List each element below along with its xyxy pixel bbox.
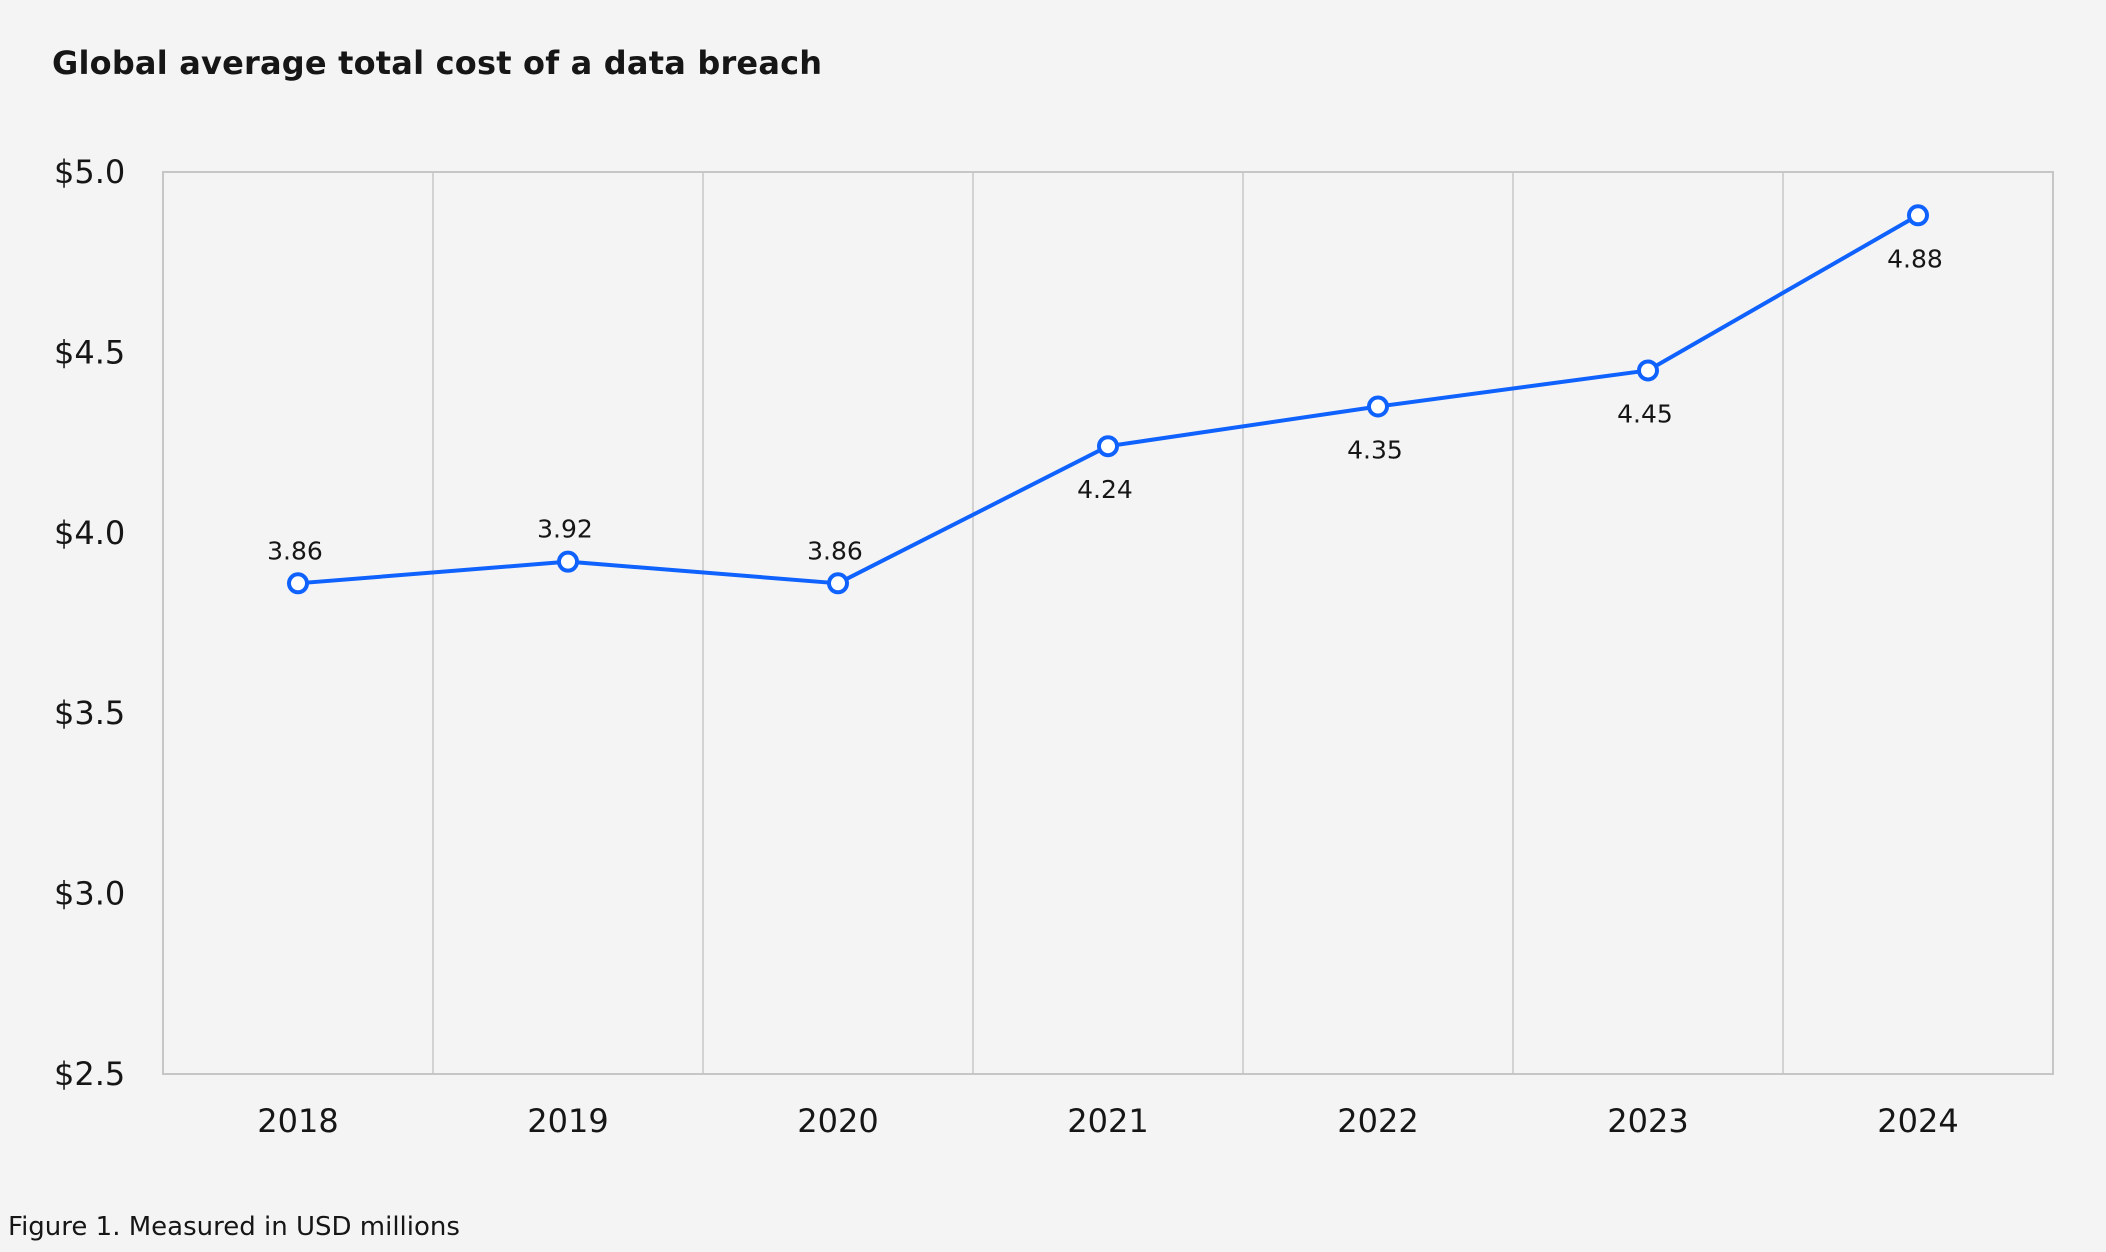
grid-lines xyxy=(432,172,1784,1074)
y-tick-label: $3.5 xyxy=(54,694,125,732)
data-label: 4.88 xyxy=(1887,244,1943,273)
x-tick-label: 2023 xyxy=(1607,1102,1688,1140)
y-tick-label: $2.5 xyxy=(54,1055,125,1093)
plot-frame xyxy=(162,171,2054,1075)
data-point xyxy=(827,572,849,595)
data-point xyxy=(1367,395,1389,418)
x-tick-label: 2019 xyxy=(527,1102,608,1140)
y-tick-label: $3.0 xyxy=(54,875,125,913)
data-label: 4.45 xyxy=(1617,399,1673,428)
x-tick-label: 2021 xyxy=(1067,1102,1148,1140)
x-tick-label: 2022 xyxy=(1337,1102,1418,1140)
data-label: 4.35 xyxy=(1347,436,1403,465)
data-label: 3.86 xyxy=(267,536,323,565)
y-tick-label: $4.5 xyxy=(54,333,125,371)
data-point xyxy=(287,572,309,595)
data-point xyxy=(1907,204,1929,227)
data-label: 4.24 xyxy=(1077,475,1133,504)
series-layer: 3.86 3.92 3.86 4.24 4.35 4.45 4.88 xyxy=(267,204,1943,595)
y-tick-label: $5.0 xyxy=(54,153,125,191)
chart-title: Global average total cost of a data brea… xyxy=(52,44,823,82)
data-label: 3.92 xyxy=(537,515,593,544)
x-tick-label: 2018 xyxy=(257,1102,338,1140)
figure-caption: Figure 1. Measured in USD millions xyxy=(8,1212,460,1242)
y-tick-label: $4.0 xyxy=(54,514,125,552)
data-point xyxy=(1637,359,1659,382)
data-point xyxy=(557,550,579,573)
x-tick-label: 2020 xyxy=(797,1102,878,1140)
x-axis-tick-labels: 2018 2019 2020 2021 2022 2023 2024 xyxy=(257,1102,1958,1140)
y-axis-tick-labels: $5.0 $4.5 $4.0 $3.5 $3.0 $2.5 xyxy=(54,153,125,1093)
x-tick-label: 2024 xyxy=(1877,1102,1958,1140)
data-point xyxy=(1097,435,1119,458)
data-label: 3.86 xyxy=(807,536,863,565)
